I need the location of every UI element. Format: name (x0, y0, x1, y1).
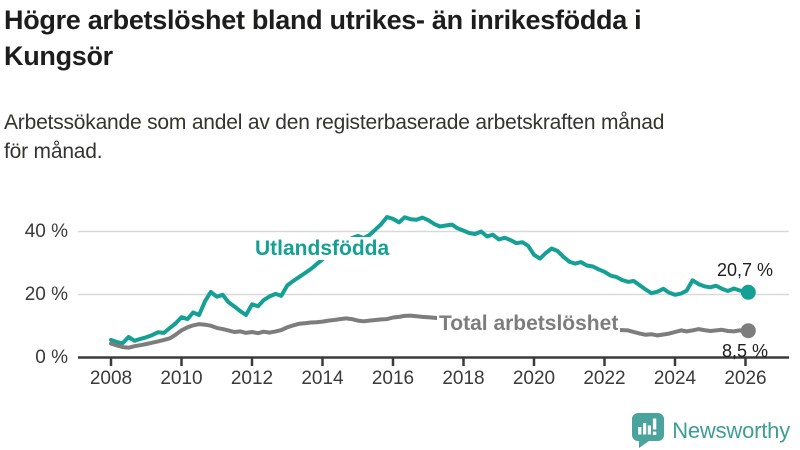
x-axis-label-2012: 2012 (230, 368, 274, 389)
x-axis-label-2010: 2010 (160, 368, 203, 389)
x-axis-label-2020: 2020 (512, 368, 556, 389)
x-axis-label-2008: 2008 (89, 368, 133, 389)
series-label-utlandsfodda: Utlandsfödda (253, 237, 392, 260)
y-axis-label-20: 20 % (24, 284, 68, 305)
page-title: Högre arbetslöshet bland utrikes- än inr… (4, 5, 642, 71)
x-axis-label-2022: 2022 (583, 368, 626, 389)
x-axis-label-2016: 2016 (371, 368, 415, 389)
series-line-utlandsfodda (109, 215, 751, 346)
x-axis-label-2014: 2014 (301, 368, 344, 389)
bar-chart-speech-bubble-icon (632, 413, 665, 448)
chart-subtitle: Arbetssökande som andel av den registerb… (4, 111, 665, 163)
series-end-dot-utlandsfodda (740, 284, 756, 300)
y-axis-label-40: 40 % (24, 221, 68, 242)
series-label-total-arbetsloshet: Total arbetslöshet (437, 312, 621, 335)
x-axis-label-2026: 2026 (724, 368, 767, 389)
end-value-utlandsfodda: 20,7 % (716, 260, 773, 280)
x-axis-label-2024: 2024 (653, 368, 697, 389)
brand-name: Newsworthy (672, 417, 790, 443)
brand-logo: Newsworthy (632, 413, 790, 448)
end-value-total: 8,5 % (721, 341, 768, 361)
series-line-total (109, 313, 751, 350)
series-end-dot-total (740, 323, 756, 339)
y-axis-label-0: 0 % (35, 347, 68, 368)
x-axis-label-2018: 2018 (442, 368, 485, 389)
